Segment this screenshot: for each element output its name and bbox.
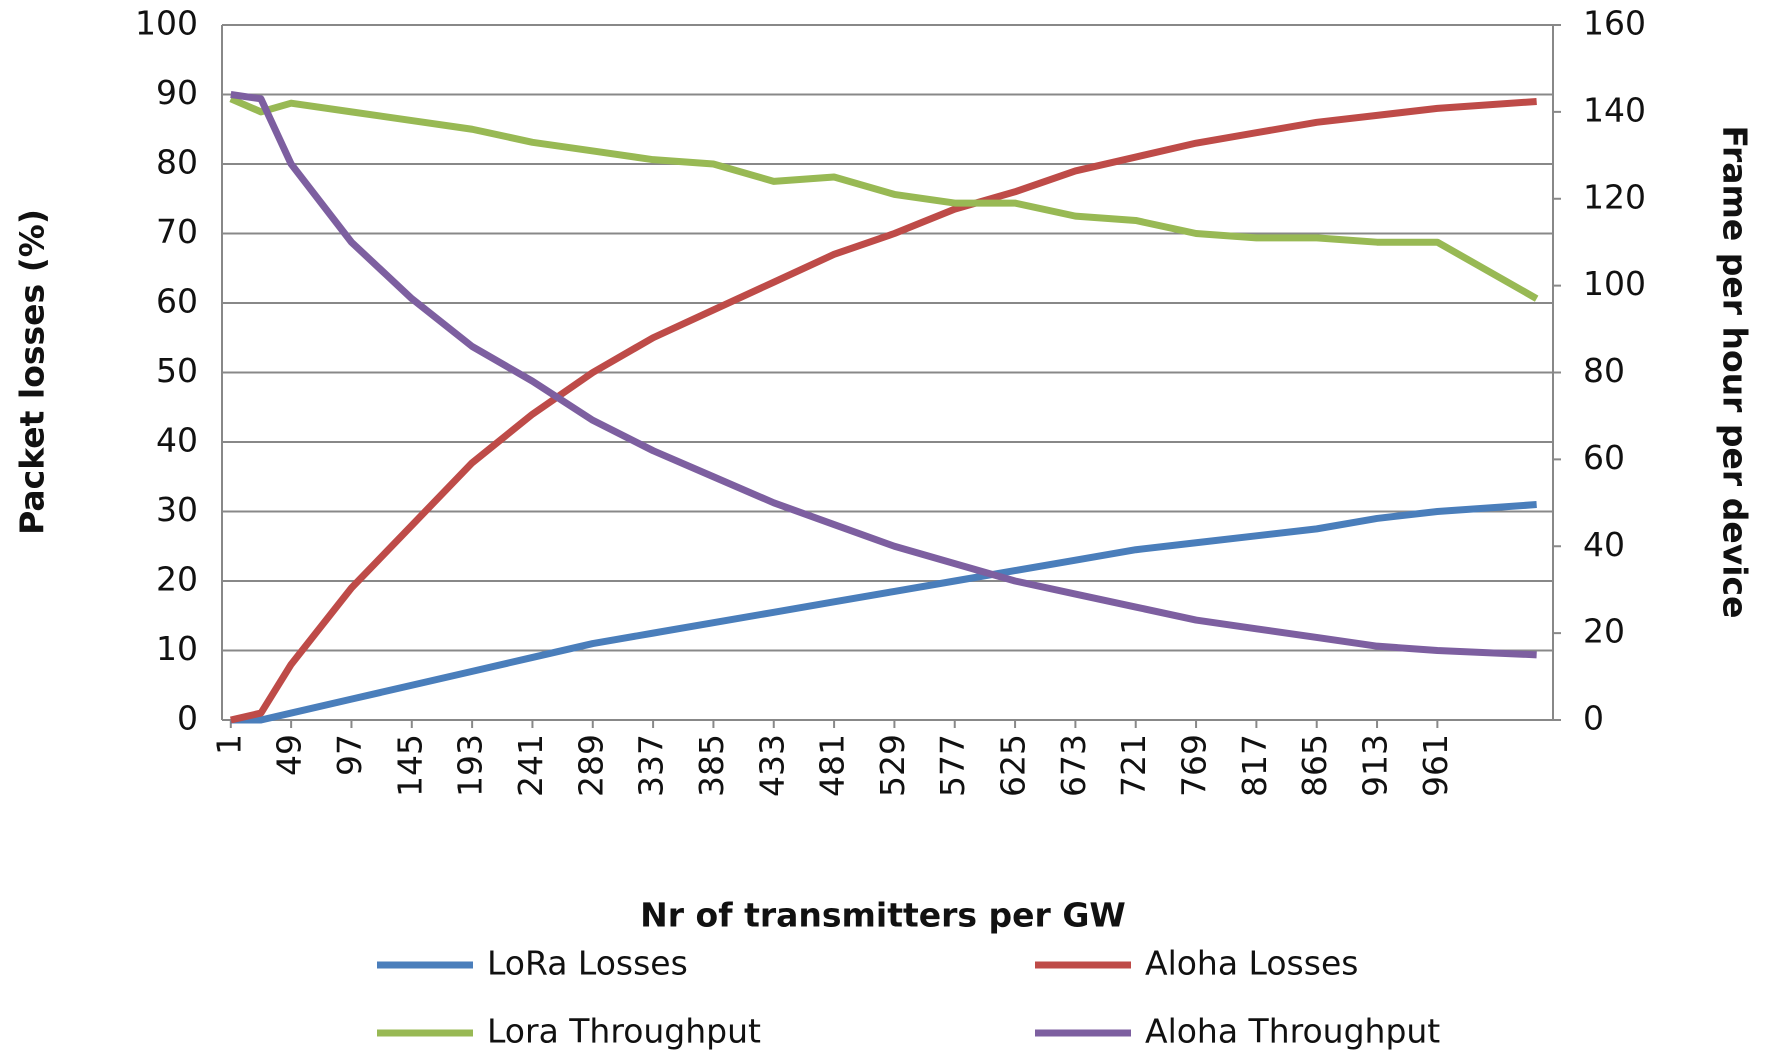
y2-axis-title: Frame per hour per device (1716, 126, 1755, 619)
y2-tick-label: 60 (1583, 438, 1625, 477)
legend-label: Aloha Throughput (1145, 1012, 1440, 1051)
x-tick-label: 577 (933, 734, 972, 797)
y-tick-label: 50 (156, 351, 198, 390)
x-tick-label: 385 (692, 734, 731, 797)
x-tick-label: 1 (209, 734, 248, 755)
x-tick-label: 193 (451, 734, 490, 797)
y2-tick-label: 140 (1583, 90, 1646, 129)
x-axis-title: Nr of transmitters per GW (640, 896, 1126, 935)
legend-label: Lora Throughput (487, 1012, 761, 1051)
y2-tick-label: 80 (1583, 351, 1625, 390)
x-tick-label: 913 (1356, 734, 1395, 797)
legend-label: Aloha Losses (1145, 944, 1358, 983)
x-tick-label: 721 (1114, 734, 1153, 797)
x-tick-label: 961 (1416, 734, 1455, 797)
y-axis-title: Packet losses (%) (13, 209, 52, 535)
x-tick-label: 97 (330, 734, 369, 776)
x-tick-label: 865 (1295, 734, 1334, 797)
y-tick-label: 100 (135, 4, 198, 43)
x-tick-label: 337 (632, 734, 671, 797)
y2-tick-label: 120 (1583, 177, 1646, 216)
x-tick-label: 625 (994, 734, 1033, 797)
y-tick-label: 40 (156, 421, 198, 460)
y-tick-label: 30 (156, 490, 198, 529)
legend-label: LoRa Losses (487, 944, 688, 983)
x-tick-label: 673 (1054, 734, 1093, 797)
y-tick-label: 20 (156, 560, 198, 599)
x-tick-label: 817 (1235, 734, 1274, 797)
y2-tick-label: 40 (1583, 525, 1625, 564)
y-tick-label: 0 (177, 699, 198, 738)
x-tick-label: 481 (813, 734, 852, 797)
y-tick-label: 90 (156, 73, 198, 112)
x-tick-label: 529 (873, 734, 912, 797)
y2-tick-label: 0 (1583, 699, 1604, 738)
x-tick-label: 433 (752, 734, 791, 797)
x-tick-label: 145 (390, 734, 429, 797)
y-tick-label: 80 (156, 143, 198, 182)
y-tick-label: 10 (156, 629, 198, 668)
y-tick-label: 60 (156, 282, 198, 321)
y2-tick-label: 100 (1583, 264, 1646, 303)
x-tick-label: 289 (571, 734, 610, 797)
y2-tick-label: 160 (1583, 4, 1646, 43)
series-line (229, 95, 1539, 302)
series-line (230, 91, 1537, 659)
x-tick-label: 769 (1175, 734, 1214, 797)
series-line (230, 97, 1537, 724)
x-tick-label: 241 (511, 734, 550, 797)
y2-tick-label: 20 (1583, 612, 1625, 651)
series-line (230, 501, 1537, 724)
x-tick-label: 49 (270, 734, 309, 776)
y-tick-label: 70 (156, 212, 198, 251)
